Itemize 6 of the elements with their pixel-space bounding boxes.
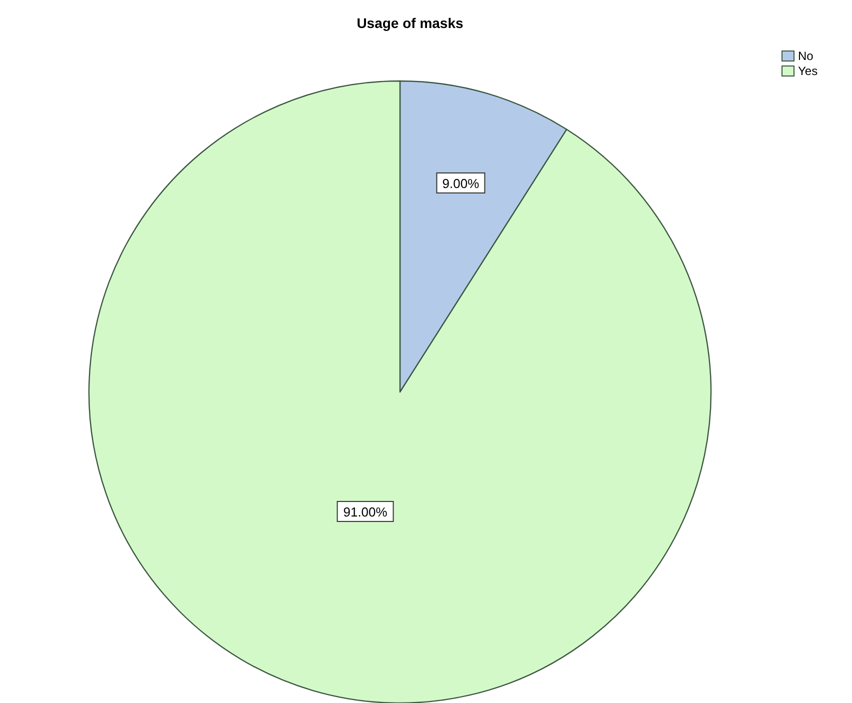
pie-slice [88, 80, 712, 703]
data-label: 91.00% [343, 504, 388, 520]
chart-title: Usage of masks [356, 15, 464, 31]
legend-label: No [798, 49, 814, 63]
legend-label: Yes [798, 64, 818, 78]
data-label: 9.00% [442, 176, 480, 191]
